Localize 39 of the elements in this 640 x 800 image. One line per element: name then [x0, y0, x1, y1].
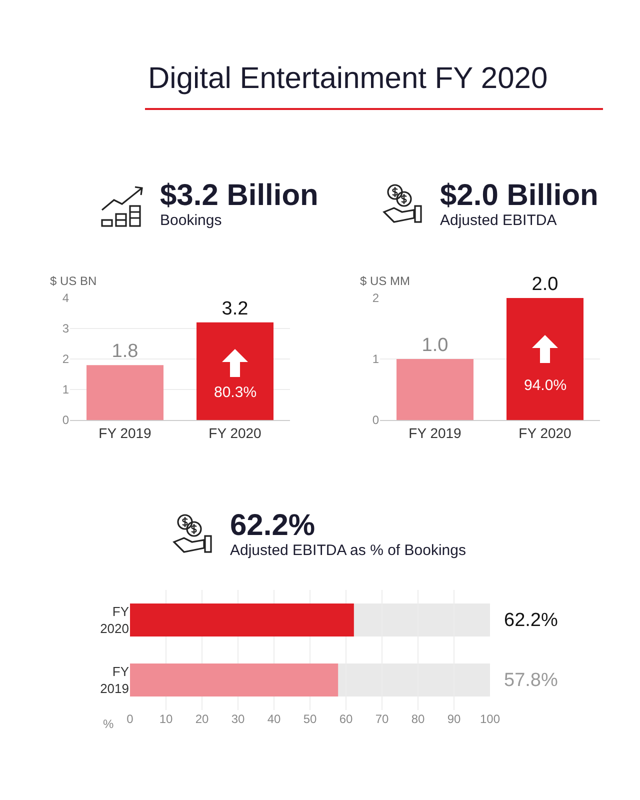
x-tick-label: 10 [159, 712, 173, 726]
x-tick-label: 70 [375, 712, 389, 726]
x-tick-label: 40 [267, 712, 281, 726]
data-label: 1.0 [422, 335, 448, 356]
x-tick-label: 50 [303, 712, 317, 726]
chart-subtitle: Bookings [160, 212, 223, 230]
y-tick-label: 1 [372, 352, 380, 366]
x-axis-title: % [103, 717, 114, 731]
chart-title: $2.0 Billion [440, 179, 598, 212]
x-tick-label: 100 [480, 712, 500, 726]
y-axis-title: $ US MM [360, 274, 410, 288]
y-tick-label: 0 [372, 413, 380, 428]
y-tick-label: 2 [62, 352, 70, 366]
data-label: 1.8 [112, 341, 138, 362]
y-axis-title: $ US BN [50, 274, 97, 288]
x-tick-label: 30 [231, 712, 245, 726]
x-tick-label: 90 [447, 712, 461, 726]
x-tick-label: FY 2019 [408, 424, 462, 441]
y-tick-label: 0 [62, 413, 70, 428]
data-label: 62.2% [504, 610, 558, 631]
x-tick-label: 20 [195, 712, 209, 726]
x-tick-label: 60 [339, 712, 353, 726]
annotation: 94.0% [524, 377, 567, 394]
y-tick-label: 1 [62, 382, 70, 397]
x-tick-label: FY 2020 [518, 424, 572, 441]
y-tick-label: 2 [372, 291, 380, 306]
data-label: 2.0 [532, 274, 558, 295]
data-label: 57.8% [504, 670, 558, 691]
y-tick-label: 3 [62, 322, 70, 336]
text: Digital Entertainment FY 2020 [148, 62, 548, 96]
y-tick-label: 4 [62, 291, 70, 306]
chart-subtitle: Adjusted EBITDA as % of Bookings [230, 542, 466, 560]
chart-title: 62.2% [230, 509, 316, 542]
chart-title: $3.2 Billion [160, 179, 318, 212]
data-label: 3.2 [222, 298, 248, 320]
chart-subtitle: Adjusted EBITDA [440, 212, 558, 230]
annotation: 80.3% [214, 384, 257, 401]
x-tick-label: FY 2020 [208, 424, 262, 441]
x-tick-label: 80 [411, 712, 425, 726]
